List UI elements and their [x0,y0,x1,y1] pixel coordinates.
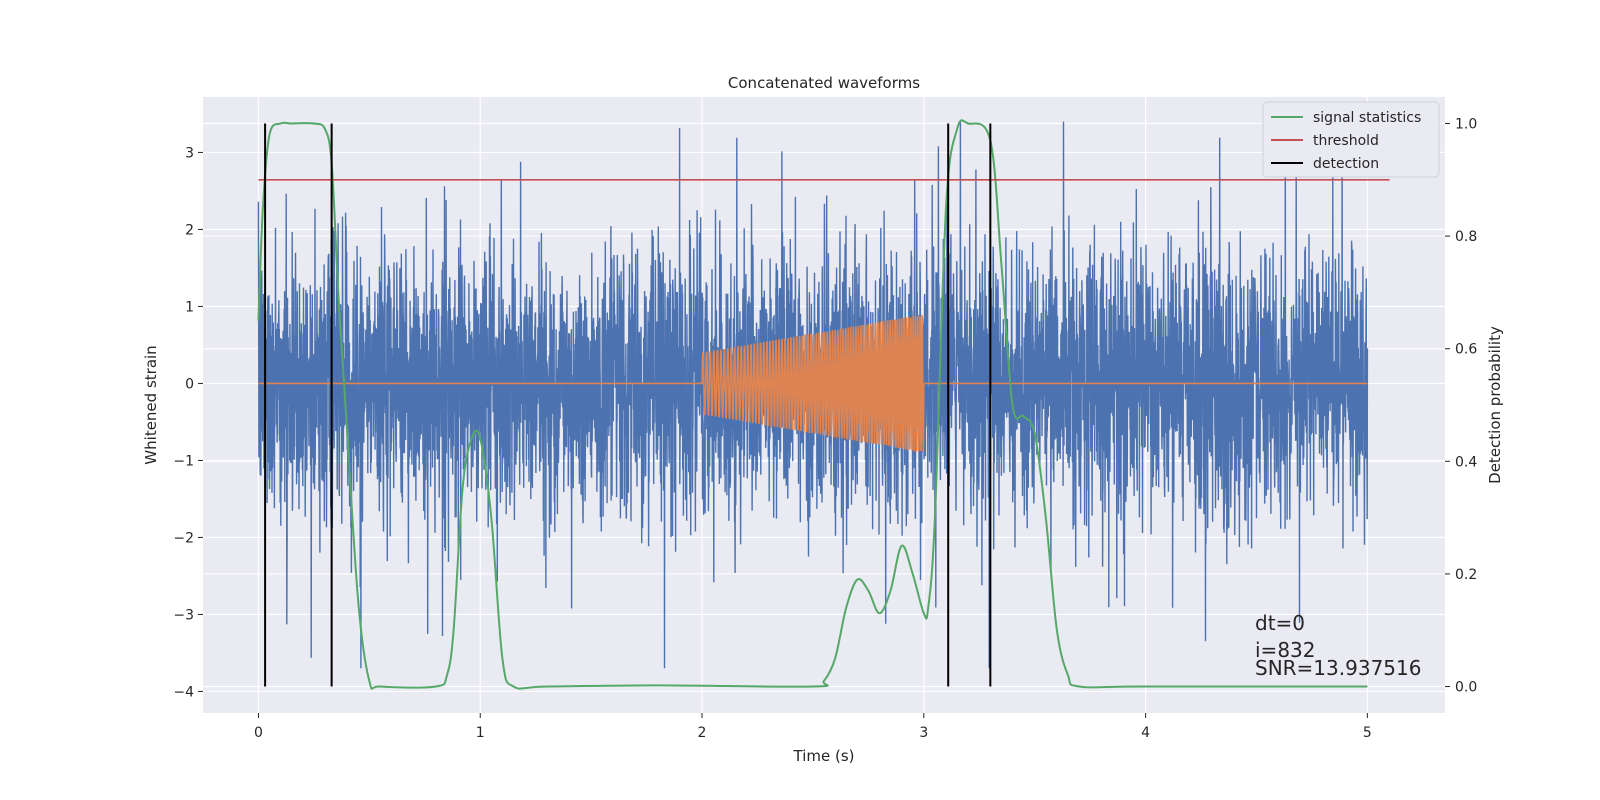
x-tick-label: 4 [1141,725,1150,741]
y-tick-label: −3 [173,607,194,623]
y2-tick-label: 0.6 [1455,342,1477,358]
y2-tick-label: 1.0 [1455,116,1477,132]
annotation-snr: SNR=13.937516 [1255,656,1421,680]
y-tick-label: 0 [185,376,194,392]
y-tick-label: 3 [185,145,194,161]
y-tick-label: 2 [185,222,194,238]
y-axis-label: Whitened strain [142,345,160,464]
injection-line [258,314,1368,452]
y2-tick-label: 0.8 [1455,229,1477,245]
y-tick-label: 1 [185,299,194,315]
annotation-index: i=832 [1255,638,1316,662]
y-tick-label: −2 [173,530,194,546]
x-tick-label: 5 [1363,725,1372,741]
x-tick-label: 3 [919,725,928,741]
detection-series [264,123,992,687]
y2-tick-label: 0.2 [1455,567,1477,583]
x-tick-label: 1 [476,725,485,741]
legend-entry-signal-statistics: signal statistics [1313,110,1421,126]
legend: signal statistics threshold detection [1262,101,1440,178]
y2-axis-label: Detection probability [1486,326,1504,484]
chart-title: Concatenated waveforms [728,74,920,92]
x-tick-label: 0 [254,725,263,741]
legend-entry-threshold: threshold [1313,133,1379,149]
annotation-dt: dt=0 [1255,611,1305,635]
y2-tick-label: 0.0 [1455,680,1477,696]
injection-series [258,314,1368,452]
axis-ticks: 0 1 2 3 4 5 −4 −3 −2 −1 0 1 2 3 0.0 0.2 0.4 0.6 0.8 1.0 [173,116,1477,741]
y-tick-label: −1 [173,453,194,469]
signal-statistics-series [257,119,1368,690]
y2-tick-label: 0.4 [1455,454,1477,470]
legend-box [1262,101,1440,178]
legend-entry-detection: detection [1313,156,1379,172]
x-tick-label: 2 [698,725,707,741]
signal-statistics-line [257,119,1368,690]
x-axis-label: Time (s) [793,747,855,765]
y-tick-label: −4 [173,684,194,700]
